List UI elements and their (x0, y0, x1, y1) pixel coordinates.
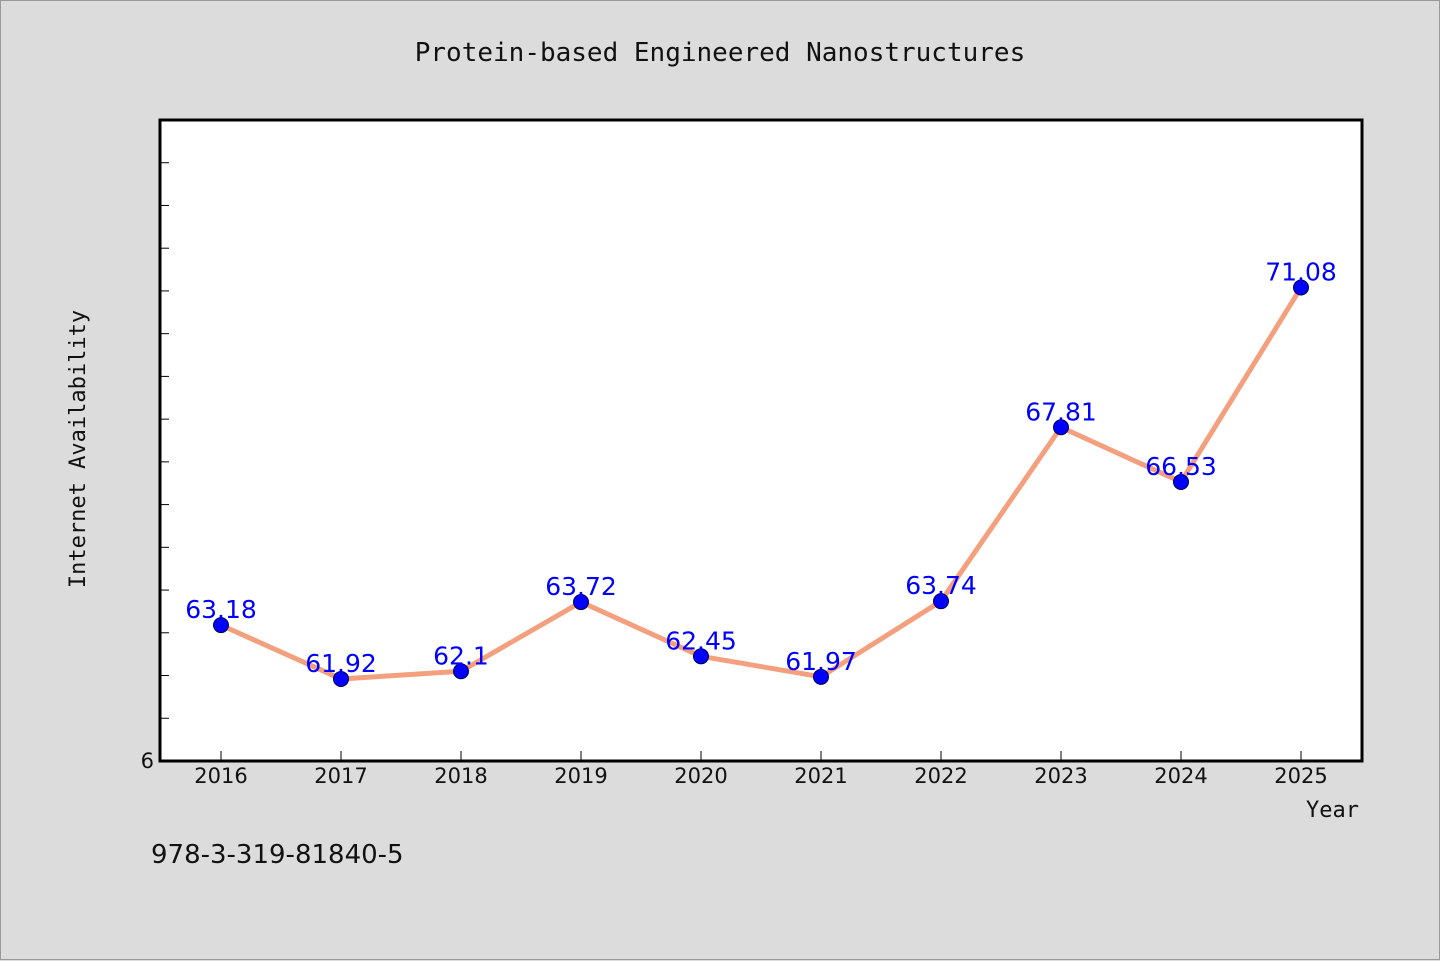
x-axis-ticks: 2016 2017 2018 2019 2020 2021 2022 2023 2024 2025 (194, 751, 1328, 788)
series-line-group: 63.18 61.92 62.1 63.72 62.45 61.97 63.74 67.81 6… (185, 258, 1337, 687)
x-tick-label: 2020 (674, 764, 727, 788)
data-label: 71.08 (1265, 258, 1337, 287)
data-point (333, 670, 349, 687)
x-tick-label: 2019 (554, 764, 607, 788)
x-tick-label: 2022 (914, 764, 967, 788)
x-tick-label: 2018 (434, 764, 487, 788)
data-point (933, 593, 949, 610)
x-tick-label: 2023 (1034, 764, 1087, 788)
data-point (213, 617, 229, 634)
x-tick-label: 2017 (314, 764, 367, 788)
y-axis-ticks: 6 (141, 162, 169, 773)
y-axis-label: Internet Availability (66, 310, 91, 588)
plot-area (158, 118, 1364, 763)
data-point (453, 663, 469, 680)
chart-title: Protein-based Engineered Nanostructures (415, 38, 1025, 68)
data-point (1053, 419, 1069, 436)
x-tick-label: 2021 (794, 764, 847, 788)
data-label: 62.1 (433, 641, 489, 670)
data-label: 61.97 (785, 647, 857, 676)
x-tick-label: 2024 (1154, 764, 1207, 788)
x-axis-label: Year (1306, 798, 1359, 823)
data-label: 63.18 (185, 595, 257, 624)
series-line (218, 285, 1304, 682)
data-label: 61.92 (305, 649, 377, 678)
x-tick-label: 2016 (194, 764, 247, 788)
y-tick-label: 6 (141, 749, 154, 773)
data-label: 67.81 (1025, 397, 1097, 426)
x-tick-label: 2025 (1274, 764, 1327, 788)
data-point (1173, 473, 1189, 490)
data-point (693, 648, 709, 665)
data-point (813, 668, 829, 685)
data-point (1293, 279, 1309, 296)
data-point (573, 594, 589, 611)
data-label: 63.72 (545, 572, 617, 601)
data-label: 66.53 (1145, 452, 1217, 481)
isbn-label: 978-3-319-81840-5 (151, 840, 404, 870)
data-label: 63.74 (905, 571, 977, 600)
data-label: 62.45 (665, 626, 737, 655)
